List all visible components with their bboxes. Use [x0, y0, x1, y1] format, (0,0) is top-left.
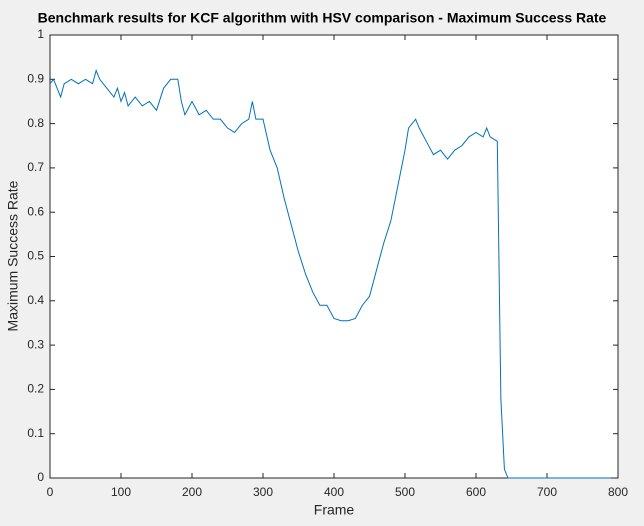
x-axis-label: Frame: [314, 502, 355, 518]
x-tick-label: 100: [111, 485, 131, 499]
y-axis-label: Maximum Success Rate: [5, 180, 21, 331]
axes-box: [49, 34, 619, 479]
y-tick-label: 0.1: [27, 426, 44, 440]
y-tick-label: 1: [37, 27, 44, 41]
x-tick-label: 600: [466, 485, 486, 499]
x-tick-label: 200: [182, 485, 202, 499]
plot-area: [50, 35, 618, 478]
y-tick-label: 0.3: [27, 337, 44, 351]
x-tick-label: 700: [537, 485, 557, 499]
x-tick-label: 300: [253, 485, 273, 499]
data-line: [49, 68, 611, 479]
y-tick-label: 0.7: [27, 160, 44, 174]
x-tick-label: 0: [47, 485, 54, 499]
x-tick-label: 800: [608, 485, 628, 499]
y-tick-label: 0.6: [27, 204, 44, 218]
y-tick-label: 0.9: [27, 71, 44, 85]
chart-title: Benchmark results for KCF algorithm with…: [38, 10, 607, 26]
y-tick-label: 0: [37, 470, 44, 484]
y-tick-label: 0.2: [27, 382, 44, 396]
x-tick-label: 500: [395, 485, 415, 499]
y-tick-label: 0.4: [27, 293, 44, 307]
y-tick-label: 0.8: [27, 116, 44, 130]
y-tick-label: 0.5: [27, 249, 44, 263]
x-tick-label: 400: [324, 485, 344, 499]
